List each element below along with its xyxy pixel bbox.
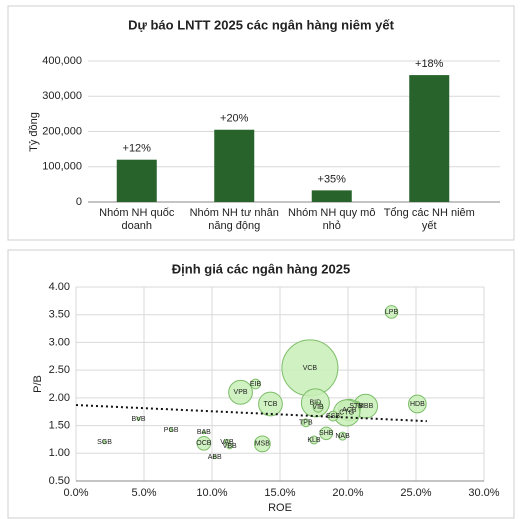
x-tick-label: 20.0% xyxy=(332,487,363,499)
point-label: MSB xyxy=(255,441,271,448)
y-tick-label: 200,000 xyxy=(42,125,82,137)
point-label: TPB xyxy=(299,420,313,427)
point-label: NAB xyxy=(335,433,350,440)
point-label: TCB xyxy=(263,401,277,408)
y-tick-label: 3.50 xyxy=(49,309,70,321)
annotation: +20% xyxy=(220,113,249,125)
point-label: LPB xyxy=(385,309,399,316)
point-label: EIB xyxy=(250,381,262,388)
x-axis-label: ROE xyxy=(268,502,292,514)
bubble xyxy=(309,435,319,445)
point-label: BVB xyxy=(132,416,146,423)
bubble xyxy=(226,442,233,450)
y-axis-label: Tỷ đồng xyxy=(28,112,40,152)
x-tick-label: 30.0% xyxy=(468,487,499,499)
x-tick-label-box: Nhóm NH quốc doanh xyxy=(99,207,175,232)
y-axis-label: P/B xyxy=(32,375,44,393)
bubble xyxy=(201,430,206,435)
x-tick-label: Nhóm NH tư nhân năng động xyxy=(189,207,279,232)
point-label: CTG xyxy=(339,410,354,417)
point-label: VCB xyxy=(303,365,318,372)
point-label: SHB xyxy=(319,430,334,437)
x-tick-label: 5.0% xyxy=(131,487,156,499)
point-label: BAB xyxy=(197,429,211,436)
x-tick-label: 10.0% xyxy=(196,487,227,499)
bubble xyxy=(212,455,217,460)
point-label: BID xyxy=(310,400,322,407)
bubble xyxy=(327,410,339,422)
y-tick-label: 100,000 xyxy=(42,161,82,173)
bubble xyxy=(196,435,212,451)
point-label: STB xyxy=(349,403,363,410)
x-tick-label: 15.0% xyxy=(264,487,295,499)
point-label: VIB xyxy=(312,404,324,411)
y-tick-label: 2.00 xyxy=(49,392,70,404)
y-tick-label: 1.00 xyxy=(49,447,70,459)
point-label: VPB xyxy=(234,389,248,396)
point-label: OCB xyxy=(196,440,212,447)
bubble xyxy=(408,394,427,414)
x-tick-label-box: Tổng các NH niêm yết xyxy=(383,207,475,232)
x-tick-label-box: Nhóm NH quy mô nhỏ xyxy=(288,207,376,232)
point-label: SSB xyxy=(326,413,340,420)
y-tick-label: 1.50 xyxy=(49,419,70,431)
y-tick-label: 300,000 xyxy=(42,90,82,102)
bubble xyxy=(312,401,324,413)
bubble xyxy=(258,391,283,417)
annotation: +35% xyxy=(318,173,347,185)
x-tick-label: Nhóm NH quy mô nhỏ xyxy=(288,207,376,232)
bar xyxy=(409,75,450,202)
bubble xyxy=(301,418,311,428)
point-label: ABB xyxy=(208,454,222,461)
x-tick-label: 0.0% xyxy=(63,487,88,499)
bubble xyxy=(338,431,348,441)
chart-title: Dự báo LNTT 2025 các ngân hàng niêm yết xyxy=(128,17,395,32)
bubble xyxy=(250,378,261,390)
x-tick-label: Nhóm NH quốc doanh xyxy=(99,207,175,232)
y-tick-label: 2.50 xyxy=(49,364,70,376)
panel xyxy=(7,249,515,519)
point-label: VAB xyxy=(220,439,234,446)
x-tick-label: 25.0% xyxy=(400,487,431,499)
point-label: SGB xyxy=(97,439,112,446)
bar xyxy=(116,159,157,202)
bubble xyxy=(169,427,174,433)
point-label: VBB xyxy=(223,443,237,450)
y-tick-label: 4.00 xyxy=(49,281,70,293)
bubble xyxy=(384,305,399,319)
x-tick-label-box: Nhóm NH tư nhân năng động xyxy=(189,207,279,232)
bar xyxy=(311,190,352,202)
bubble xyxy=(253,435,271,453)
x-tick-label: Tổng các NH niêm yết xyxy=(383,207,475,232)
chart-title: Định giá các ngân hàng 2025 xyxy=(172,261,350,276)
annotation: +12% xyxy=(123,143,152,155)
point-label: KLB xyxy=(307,437,321,444)
bubble xyxy=(228,379,253,405)
bubble xyxy=(136,416,141,421)
y-tick-label: 400,000 xyxy=(42,55,82,67)
point-label: PGB xyxy=(164,427,179,434)
y-tick-label: 0 xyxy=(76,196,82,208)
bubble xyxy=(102,440,107,445)
point-label: ACB xyxy=(342,407,357,414)
point-label: MBB xyxy=(358,403,374,410)
trendline xyxy=(75,404,427,423)
y-tick-label: 3.00 xyxy=(49,336,70,348)
bar xyxy=(214,129,255,202)
y-tick-label: 0.50 xyxy=(49,475,70,487)
point-label: HDB xyxy=(410,401,425,408)
annotation: +18% xyxy=(415,58,444,70)
bubble xyxy=(319,426,334,441)
